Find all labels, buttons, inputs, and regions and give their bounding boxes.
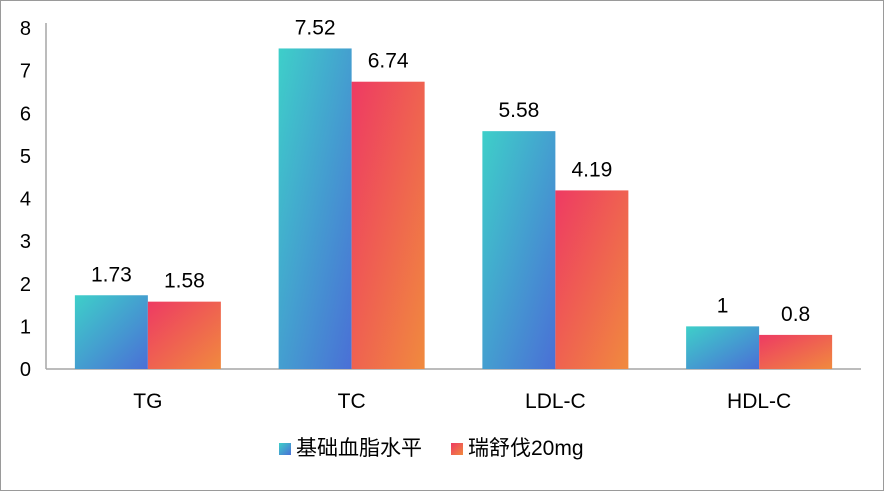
x-category-label: TC: [338, 390, 366, 413]
bar-tg-series-1: [74, 295, 148, 369]
x-category-label: HDL-C: [727, 390, 791, 413]
legend-label: 基础血脂水平: [296, 437, 422, 460]
legend-label: 瑞舒伐20mg: [468, 437, 584, 460]
data-label: 1.73: [91, 263, 132, 286]
data-label: 7.52: [295, 16, 336, 39]
data-label: 6.74: [368, 50, 409, 73]
bar-hdl-c-series-1: [686, 326, 760, 369]
x-axis-labels: TG TC LDL-C HDL-C: [133, 390, 791, 413]
y-tick-label: 1: [20, 316, 31, 338]
bar-hdl-c-series-2: [759, 334, 833, 369]
y-tick-label: 8: [20, 18, 31, 40]
y-tick-label: 4: [20, 189, 31, 211]
y-tick-label: 7: [20, 61, 31, 83]
bar-tc-series-2: [351, 81, 425, 370]
y-axis-ticks: 0 1 2 3 4 5 6 7 8: [20, 18, 31, 381]
bar-ldl-c-series-2: [555, 190, 629, 369]
data-label: 1: [717, 294, 729, 317]
legend: 基础血脂水平 瑞舒伐20mg: [279, 437, 584, 460]
bar-tg-series-2: [147, 301, 221, 369]
legend-swatch: [279, 443, 291, 455]
x-category-label: TG: [133, 390, 162, 413]
y-tick-label: 0: [20, 359, 31, 381]
y-tick-label: 5: [20, 146, 31, 168]
data-label: 1.58: [164, 270, 205, 293]
y-tick-label: 2: [20, 274, 31, 296]
bar-tc-series-1: [278, 48, 352, 370]
data-label: 5.58: [498, 99, 539, 122]
legend-swatch: [451, 443, 463, 455]
y-tick-label: 3: [20, 231, 31, 253]
y-tick-label: 6: [20, 103, 31, 125]
x-category-label: LDL-C: [525, 390, 586, 413]
data-label: 0.8: [781, 303, 810, 326]
bar-ldl-c-series-1: [482, 131, 556, 369]
data-labels: 1.73 1.58 7.52 6.74 5.58 4.19 1 0.8: [91, 16, 810, 325]
bars: [74, 48, 833, 370]
data-label: 4.19: [571, 158, 612, 181]
